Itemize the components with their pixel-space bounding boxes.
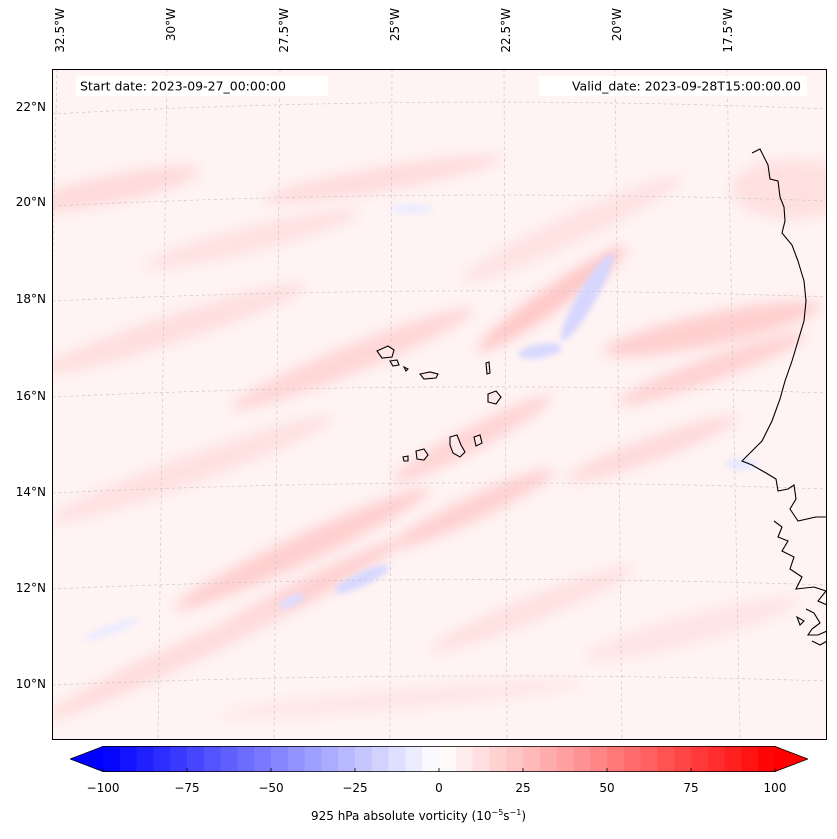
colorbar-tick-label: −25 (342, 781, 368, 795)
vorticity-map[interactable]: Start date: 2023-09-27_00:00:00 Valid_da… (52, 69, 827, 740)
valid-date-box (539, 76, 807, 96)
colorbar-segment (338, 746, 356, 772)
colorbar-segment (220, 746, 238, 772)
colorbar-segment (623, 746, 642, 772)
colorbar-segment (371, 746, 390, 772)
colorbar-segment (758, 746, 776, 772)
colorbar-segment (136, 746, 154, 772)
colorbar-min-arrow (70, 746, 103, 772)
colorbar-segment (170, 746, 188, 772)
colorbar-segment (388, 746, 406, 772)
colorbar-segment (271, 746, 289, 772)
colorbar-segment (640, 746, 658, 772)
graticule (52, 69, 827, 740)
colorbar-segment (573, 746, 591, 772)
colorbar-segment (405, 746, 423, 772)
island-fogo (415, 448, 429, 461)
colorbar (70, 746, 808, 772)
colorbar-label: 925 hPa absolute vorticity (10−5s−1) (310, 808, 527, 823)
colorbar-tick-label: 100 (763, 781, 787, 795)
colorbar-segment (187, 746, 205, 772)
colorbar-tick-label: −75 (174, 781, 200, 795)
lat-tick-20n: 20°N (15, 195, 46, 209)
colorbar-segment (455, 746, 474, 772)
colorbar-segment (741, 746, 759, 772)
vorticity-field (52, 155, 827, 720)
colorbar-segment (254, 746, 272, 772)
colorbar-segment (523, 746, 541, 772)
colorbar-tick-label: 75 (683, 781, 699, 795)
island-brava (402, 455, 409, 462)
island-santo-antao (376, 345, 395, 359)
lon-tick-32-5w: 32.5°W (53, 8, 67, 53)
colorbar-segment (724, 746, 742, 772)
map-border (52, 69, 827, 740)
colorbar-segment (472, 746, 490, 772)
colorbar-segment (556, 746, 574, 772)
colorbar-segments (103, 746, 776, 772)
colorbar-segment (607, 746, 625, 772)
colorbar-segment (321, 746, 339, 772)
lon-tick-22-5w: 22.5°W (499, 8, 513, 53)
colorbar-segment (153, 746, 171, 772)
colorbar-segment (287, 746, 306, 772)
lon-tick-30w: 30°W (164, 8, 178, 42)
colorbar-segment (506, 746, 524, 772)
start-date-label: Start date: 2023-09-27_00:00:00 (80, 79, 286, 94)
island-sal (485, 361, 491, 375)
lon-tick-27-5w: 27.5°W (277, 8, 291, 53)
colorbar-segment (237, 746, 255, 772)
colorbar-segment (657, 746, 675, 772)
colorbar-segment (119, 746, 138, 772)
colorbar-segment (539, 746, 558, 772)
colorbar-tick-label: −100 (86, 781, 120, 795)
colorbar-segment (422, 746, 440, 772)
lat-tick-14n: 14°N (15, 485, 46, 499)
island-santiago (449, 434, 466, 458)
colorbar-max-arrow (775, 746, 808, 772)
negative-vorticity (83, 204, 758, 641)
lat-tick-16n: 16°N (15, 389, 46, 403)
island-sao-vicente (389, 359, 400, 367)
lat-tick-18n: 18°N (15, 292, 46, 306)
island-maio (473, 434, 483, 447)
colorbar-segment (304, 746, 322, 772)
colorbar-segment (674, 746, 692, 772)
island-boa-vista (487, 390, 502, 405)
colorbar-tick-label: 0 (435, 781, 443, 795)
colorbar-tick-label: 25 (515, 781, 531, 795)
cape-verde-islands (376, 345, 502, 462)
island-santa-luzia (402, 365, 409, 372)
lat-tick-22n: 22°N (15, 100, 46, 114)
colorbar-segment (707, 746, 726, 772)
colorbar-ticks (102, 768, 776, 772)
colorbar-segment (103, 746, 121, 772)
colorbar-tick-label: −50 (258, 781, 284, 795)
lat-tick-12n: 12°N (15, 581, 46, 595)
colorbar-segment (691, 746, 709, 772)
colorbar-segment (590, 746, 608, 772)
start-date-box (76, 76, 328, 96)
lon-tick-20w: 20°W (610, 8, 624, 42)
lat-tick-10n: 10°N (15, 677, 46, 691)
island-sao-nicolau (419, 371, 439, 380)
colorbar-segment (203, 746, 222, 772)
lon-tick-17-5w: 17.5°W (721, 8, 735, 53)
valid-date-label: Valid_date: 2023-09-28T15:00:00.00 (572, 79, 801, 94)
colorbar-segment (489, 746, 507, 772)
colorbar-tick-label: 50 (599, 781, 615, 795)
colorbar-segment (355, 746, 373, 772)
colorbar-segment (439, 746, 457, 772)
lon-tick-25w: 25°W (388, 8, 402, 42)
